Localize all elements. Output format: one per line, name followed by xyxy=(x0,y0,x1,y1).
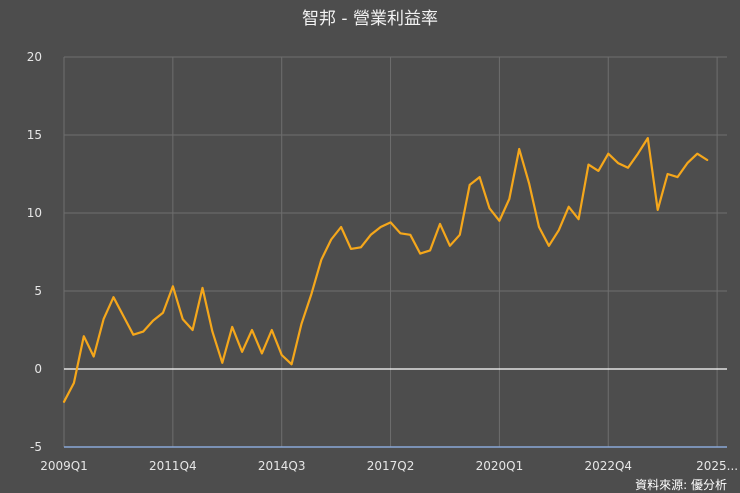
chart-title: 智邦 - 營業利益率 xyxy=(302,9,438,29)
x-tick-label: 2011Q4 xyxy=(149,459,197,473)
series-line xyxy=(62,137,709,403)
y-tick-label: 10 xyxy=(27,206,42,220)
x-tick-label: 2014Q3 xyxy=(258,459,306,473)
y-tick-label: 20 xyxy=(27,50,42,64)
x-tick-label: 2009Q1 xyxy=(40,459,88,473)
x-tick-label: 2025... xyxy=(696,459,738,473)
y-tick-label: 5 xyxy=(34,284,42,298)
x-tick-label: 2022Q4 xyxy=(584,459,632,473)
grid-lines xyxy=(63,56,727,447)
y-tick-label: -5 xyxy=(30,440,42,454)
source-note: 資料來源: 優分析 xyxy=(635,478,727,492)
series-layer xyxy=(62,137,709,403)
x-tick-label: 2017Q2 xyxy=(367,459,415,473)
y-tick-label: 15 xyxy=(27,128,42,142)
axes: -5 0 5 10 15 20 2009Q1 2011Q4 2014Q3 2017Q2 2020Q1… xyxy=(27,50,738,473)
y-tick-label: 0 xyxy=(34,362,42,376)
x-tick-label: 2020Q1 xyxy=(476,459,524,473)
